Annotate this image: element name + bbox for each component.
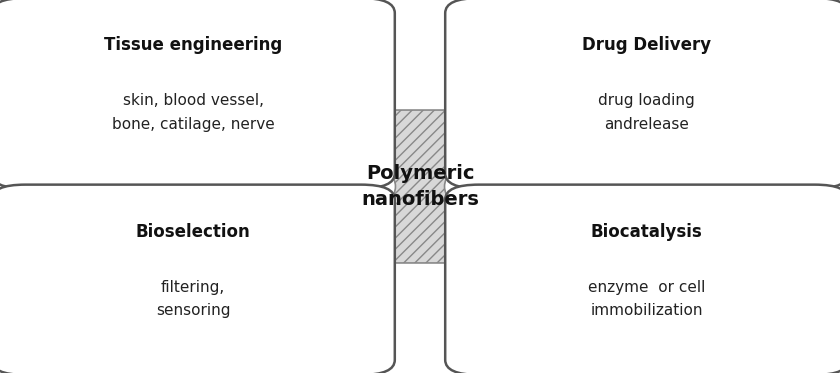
Text: filtering,
sensoring: filtering, sensoring (156, 280, 230, 318)
FancyBboxPatch shape (445, 0, 840, 188)
Circle shape (444, 149, 614, 224)
FancyBboxPatch shape (445, 185, 840, 373)
Text: Bioselection: Bioselection (136, 223, 250, 241)
FancyBboxPatch shape (290, 110, 550, 263)
Text: Drug Delivery: Drug Delivery (582, 36, 711, 54)
Text: Tissue engineering: Tissue engineering (104, 36, 282, 54)
Text: enzyme  or cell
immobilization: enzyme or cell immobilization (588, 280, 706, 318)
Text: Polymeric
nanofibers: Polymeric nanofibers (361, 164, 479, 209)
Text: Biocatalysis: Biocatalysis (591, 223, 703, 241)
Text: skin, blood vessel,
bone, catilage, nerve: skin, blood vessel, bone, catilage, nerv… (112, 93, 275, 132)
FancyBboxPatch shape (0, 0, 395, 188)
FancyBboxPatch shape (0, 185, 395, 373)
Text: drug loading
andrelease: drug loading andrelease (598, 93, 696, 132)
Circle shape (226, 149, 396, 224)
